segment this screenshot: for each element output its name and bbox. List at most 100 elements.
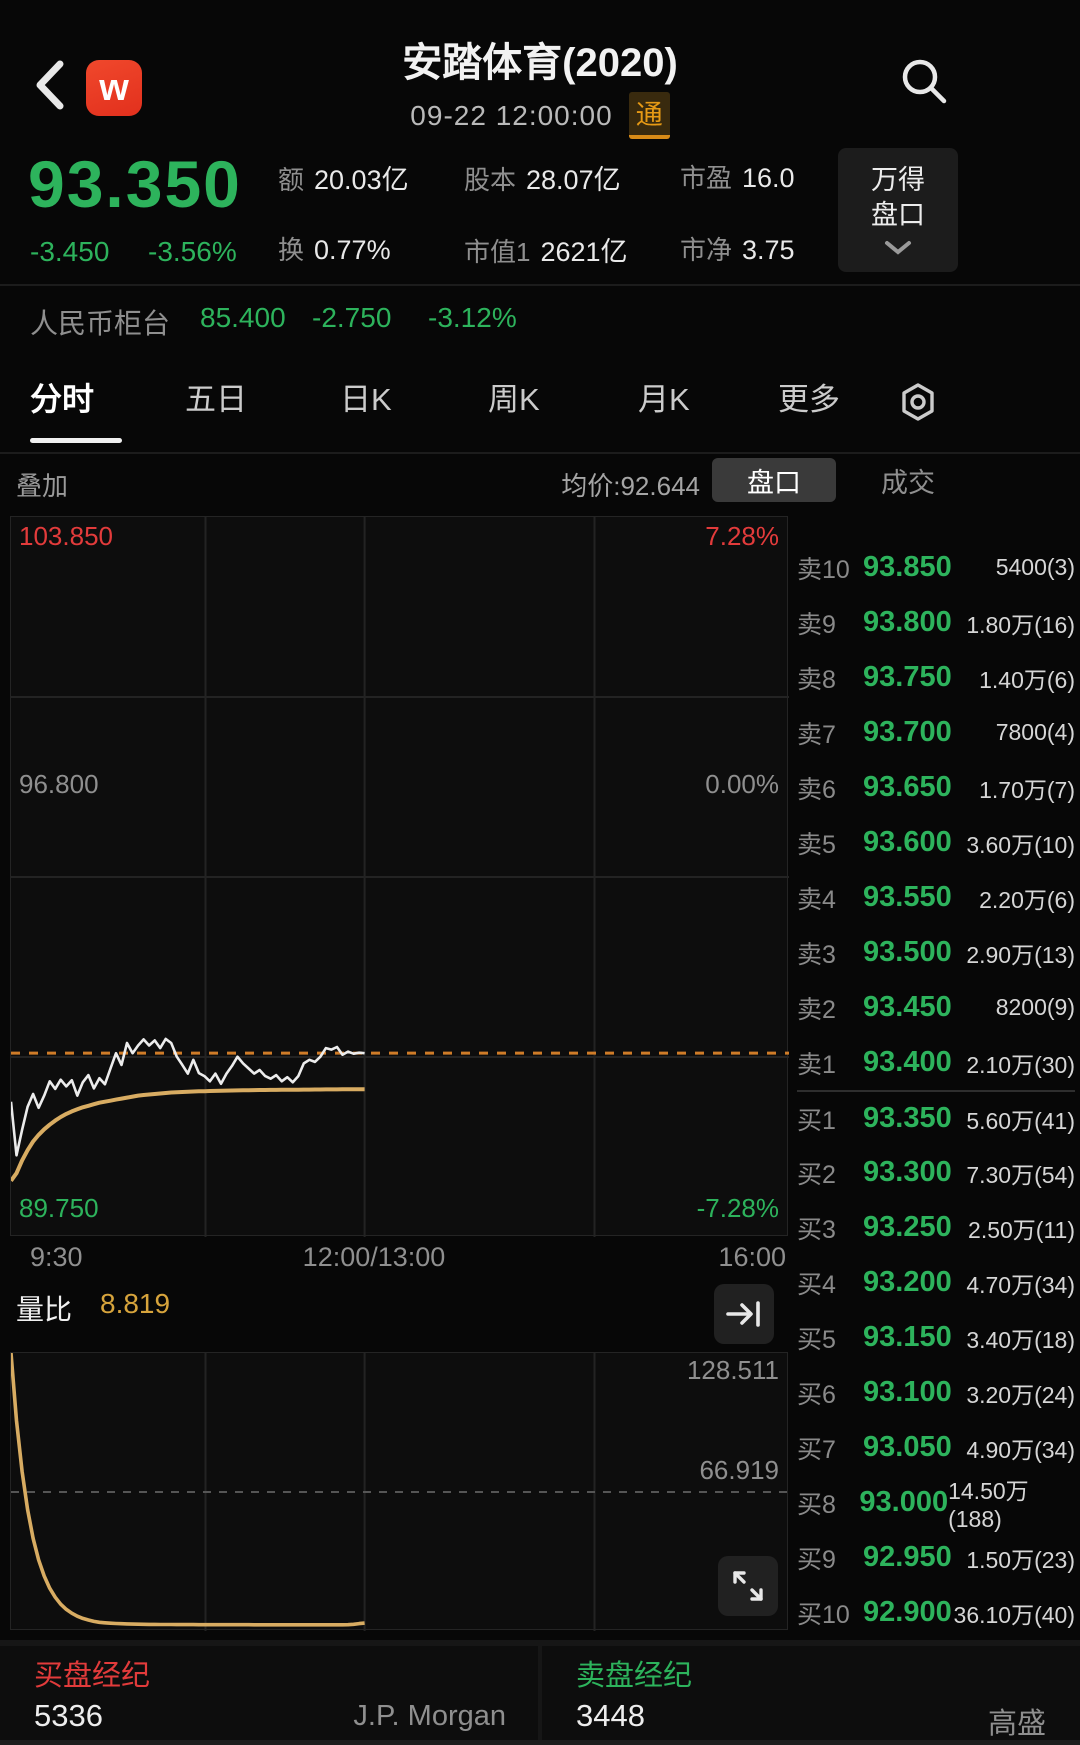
divider: [0, 284, 1080, 286]
volume-ratio-value: 8.819: [100, 1288, 171, 1319]
level-volume: 7800(4): [995, 719, 1075, 745]
price-change-pct: -3.56%: [148, 236, 237, 267]
level-volume: 1.70万(7): [979, 776, 1075, 803]
order-book-row-bid-9[interactable]: 买9 92.950 1.50万(23): [797, 1530, 1075, 1585]
time-open: 9:30: [30, 1242, 83, 1272]
order-book-row-bid-4[interactable]: 买4 93.200 4.70万(34): [797, 1255, 1075, 1310]
order-book-row-ask-5[interactable]: 卖5 93.600 3.60万(10): [797, 815, 1075, 870]
tab-更多[interactable]: 更多: [778, 382, 840, 417]
tab-order-book[interactable]: 盘口: [712, 458, 836, 502]
rmb-counter-label: 人民币柜台: [30, 308, 171, 339]
axis-low-price: 89.750: [19, 1193, 99, 1223]
order-book-row-bid-3[interactable]: 买3 93.250 2.50万(11): [797, 1200, 1075, 1255]
tab-五日[interactable]: 五日: [185, 382, 247, 417]
level-label: 买10: [797, 1600, 850, 1629]
stat-value: 20.03亿: [314, 165, 409, 195]
level-label: 卖5: [797, 830, 836, 859]
order-book-row-ask-9[interactable]: 卖9 93.800 1.80万(16): [797, 595, 1075, 650]
level-label: 卖9: [797, 610, 836, 639]
axis-mid-price: 96.800: [19, 769, 99, 799]
search-icon[interactable]: [898, 55, 950, 107]
level-price: 93.700: [863, 716, 952, 748]
arrow-to-end-icon: [726, 1301, 760, 1327]
level-volume: 3.20万(24): [966, 1381, 1075, 1408]
order-book-row-bid-7[interactable]: 买7 93.050 4.90万(34): [797, 1420, 1075, 1475]
order-book-row-ask-6[interactable]: 卖6 93.650 1.70万(7): [797, 760, 1075, 815]
stat-0: 额 20.03亿: [278, 158, 409, 197]
level-price: 93.550: [863, 881, 952, 913]
level-label: 卖6: [797, 775, 836, 804]
level-price: 93.000: [859, 1486, 949, 1518]
order-book-row-ask-8[interactable]: 卖8 93.750 1.40万(6): [797, 650, 1075, 705]
tab-分时[interactable]: 分时: [30, 381, 95, 417]
order-book-row-bid-5[interactable]: 买5 93.150 3.40万(18): [797, 1310, 1075, 1365]
stock-connect-badge: 通: [628, 92, 670, 139]
level-label: 卖8: [797, 665, 836, 694]
level-volume: 1.40万(6): [979, 666, 1075, 693]
stat-2: 市盈 16.0: [680, 158, 795, 195]
tab-月K[interactable]: 月K: [638, 382, 690, 417]
chart-settings-icon[interactable]: [898, 382, 938, 422]
level-label: 买6: [797, 1380, 836, 1409]
overlay-button[interactable]: 叠加: [16, 471, 69, 501]
axis-high-pct: 7.28%: [705, 521, 779, 551]
wind-board-line2: 盘口: [871, 200, 925, 230]
level-label: 买9: [797, 1545, 836, 1574]
level-label: 买4: [797, 1270, 836, 1299]
average-price-label: 均价:92.644: [561, 471, 700, 501]
time-axis: 9:30 12:00/13:00 16:00: [10, 1242, 788, 1276]
volume-ratio-top-ref: 128.511: [686, 1355, 779, 1385]
tab-周K[interactable]: 周K: [488, 382, 540, 417]
order-book-row-bid-6[interactable]: 买6 93.100 3.20万(24): [797, 1365, 1075, 1420]
expand-chart-button[interactable]: [718, 1556, 778, 1616]
tab-日K[interactable]: 日K: [340, 382, 392, 417]
broker-footer: 买盘经纪 5336 J.P. Morgan 卖盘经纪 3448 高盛: [0, 1640, 1080, 1740]
wind-logo[interactable]: w: [86, 60, 142, 116]
level-volume: 4.90万(34): [966, 1436, 1075, 1463]
level-price: 93.300: [863, 1156, 952, 1188]
tab-trades[interactable]: 成交: [881, 467, 935, 498]
order-book-row-ask-2[interactable]: 卖2 93.450 8200(9): [797, 980, 1075, 1035]
wind-board-button[interactable]: 万得 盘口: [838, 148, 958, 272]
goto-latest-button[interactable]: [714, 1284, 774, 1344]
level-price: 93.500: [863, 936, 952, 968]
level-label: 买2: [797, 1160, 836, 1189]
stat-value: 16.0: [742, 163, 795, 193]
order-book-row-ask-4[interactable]: 卖4 93.550 2.20万(6): [797, 870, 1075, 925]
page-title: 安踏体育(2020): [402, 41, 678, 85]
back-button[interactable]: [30, 58, 70, 112]
price-change: -3.450: [30, 236, 110, 267]
order-book-row-ask-10[interactable]: 卖10 93.850 5400(3): [797, 540, 1075, 595]
level-label: 卖7: [797, 720, 836, 749]
level-volume: 3.40万(18): [966, 1326, 1075, 1353]
level-label: 卖2: [797, 995, 836, 1024]
buy-broker-count: 5336: [34, 1698, 103, 1733]
order-book-row-bid-8[interactable]: 买8 93.000 14.50万(188): [797, 1475, 1075, 1532]
expand-arrows-icon: [733, 1571, 763, 1601]
volume-ratio-chart[interactable]: 128.511 66.919: [10, 1352, 789, 1631]
order-book-row-bid-1[interactable]: 买1 93.350 5.60万(41): [797, 1090, 1075, 1145]
axis-high-price: 103.850: [19, 521, 113, 551]
order-book-row-bid-2[interactable]: 买2 93.300 7.30万(54): [797, 1145, 1075, 1200]
level-label: 买8: [797, 1490, 836, 1519]
level-volume: 7.30万(54): [966, 1161, 1075, 1188]
footer-divider: [538, 1646, 542, 1740]
level-volume: 5.60万(41): [966, 1107, 1075, 1134]
chevron-down-icon: [885, 241, 911, 255]
stat-label: 股本: [464, 165, 517, 195]
level-price: 93.350: [863, 1102, 952, 1134]
stats-grid: 额 20.03亿 股本 28.07亿 市盈 16.0 换 0.77% 市值1 2621亿 市净 3.7…: [278, 158, 826, 288]
active-tab-underline: [30, 438, 122, 443]
level-label: 买7: [797, 1435, 836, 1464]
level-volume: 1.50万(23): [966, 1546, 1075, 1573]
order-book-row-ask-3[interactable]: 卖3 93.500 2.90万(13): [797, 925, 1075, 980]
time-close: 16:00: [718, 1242, 786, 1272]
level-volume: 2.20万(6): [979, 886, 1075, 913]
intraday-chart[interactable]: 103.850 7.28% 96.800 0.00% 89.750 -7.28%: [10, 516, 789, 1237]
order-book-row-bid-10[interactable]: 买10 92.900 36.10万(40): [797, 1585, 1075, 1640]
order-book-row-ask-1[interactable]: 卖1 93.400 2.10万(30): [797, 1035, 1075, 1090]
level-price: 93.100: [863, 1376, 952, 1408]
stat-1: 股本 28.07亿: [464, 158, 621, 197]
order-book-row-ask-7[interactable]: 卖7 93.700 7800(4): [797, 705, 1075, 760]
level-price: 92.950: [863, 1541, 952, 1573]
